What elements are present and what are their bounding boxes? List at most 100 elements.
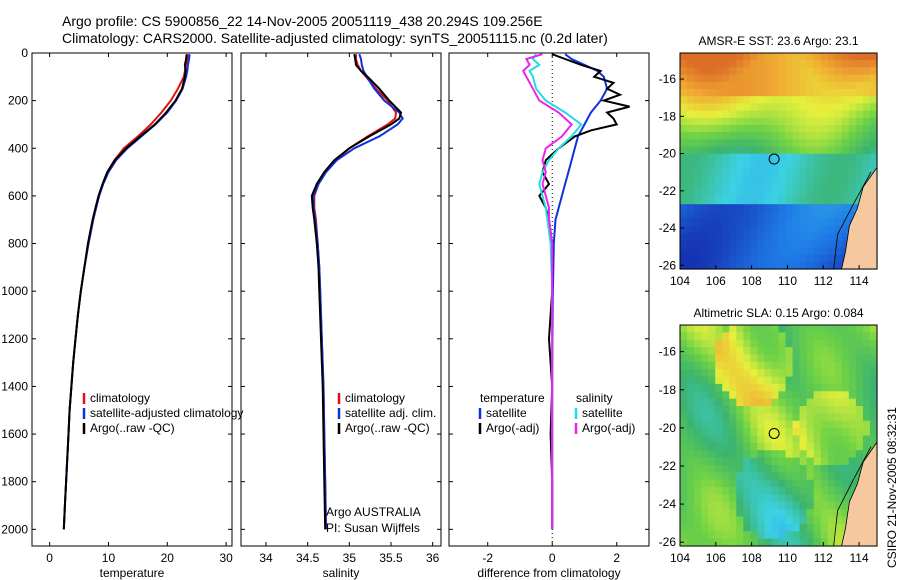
map-cell: [841, 125, 850, 133]
map-cell: [750, 361, 758, 370]
timestamp-label: CSIRO 21-Nov-2005 08:32:31: [885, 407, 899, 568]
map-cell: [680, 117, 688, 126]
map-cell: [708, 347, 716, 356]
map-cell: [806, 347, 815, 356]
map-cell: [799, 413, 808, 422]
map-cell: [736, 60, 744, 68]
map-cell: [841, 391, 850, 400]
map-cell: [722, 53, 730, 61]
map-cell: [708, 494, 716, 503]
map-cell: [743, 531, 751, 540]
map-cell: [694, 531, 702, 540]
map-cell: [806, 538, 815, 547]
map-cell: [736, 487, 744, 496]
map-cell: [827, 538, 836, 547]
map-cell: [778, 218, 787, 227]
map-cell: [813, 383, 822, 392]
map-cell: [680, 96, 688, 104]
map-cell: [785, 240, 794, 248]
map-cell: [750, 53, 758, 61]
map-cell: [736, 376, 744, 385]
map-cell: [722, 464, 730, 473]
map-cell: [834, 211, 843, 220]
map-cell: [729, 428, 737, 437]
map-cell: [827, 420, 836, 429]
map-cell: [764, 406, 773, 414]
y-tick-label: -24: [659, 497, 677, 511]
map-cell: [771, 464, 780, 473]
map-cell: [750, 450, 758, 459]
map-cell: [792, 182, 801, 191]
figure-title-line-2: Climatology: CARS2000. Satellite-adjuste…: [62, 30, 608, 46]
map-cell: [750, 494, 758, 503]
map-cell: [799, 501, 808, 510]
map-cell: [708, 233, 716, 241]
map-cell: [813, 428, 822, 437]
map-cell: [799, 339, 808, 348]
map-cell: [680, 472, 688, 481]
map-cell: [813, 354, 822, 363]
map-cell: [722, 450, 730, 459]
map-cell: [848, 125, 857, 133]
map-cell: [680, 204, 688, 212]
map-cell: [736, 247, 744, 256]
map-cell: [806, 168, 815, 176]
map-cell: [771, 361, 780, 370]
map-cell: [736, 428, 744, 437]
map-cell: [715, 89, 723, 97]
map-cell: [813, 523, 822, 532]
map-cell: [743, 161, 751, 169]
map-cell: [806, 110, 815, 119]
map-cell: [736, 509, 744, 518]
map-cell: [869, 74, 878, 83]
map-cell: [827, 487, 836, 496]
map-cell: [827, 211, 836, 220]
map-cell: [729, 125, 737, 133]
map-cell: [694, 240, 702, 248]
map-cell: [764, 168, 773, 176]
y-tick-label: 1800: [1, 475, 28, 489]
x-axis-label: salinity: [323, 566, 360, 580]
x-tick-label: 114: [850, 274, 869, 288]
map-cell: [792, 218, 801, 227]
map-cell: [778, 261, 787, 270]
map-cell: [687, 472, 695, 481]
map-cell: [757, 117, 766, 126]
map-cell: [764, 420, 773, 429]
map-cell: [743, 383, 751, 392]
map-cell: [827, 428, 836, 437]
map-cell: [827, 89, 836, 97]
map-cell: [806, 74, 815, 83]
map-cell: [834, 53, 843, 61]
x-tick-label: -2: [482, 551, 493, 565]
map-cell: [806, 339, 815, 348]
map-cell: [687, 464, 695, 473]
map-cell: [764, 442, 773, 451]
map-cell: [750, 67, 758, 76]
map-cell: [694, 494, 702, 503]
map-cell: [757, 67, 766, 76]
map-cell: [750, 225, 758, 234]
map-cell: [687, 132, 695, 140]
map-cell: [792, 383, 801, 392]
map-cell: [743, 479, 751, 488]
map-cell: [862, 361, 871, 370]
map-cell: [757, 472, 766, 481]
map-cell: [736, 472, 744, 481]
map-cell: [715, 60, 723, 68]
map-cell: [750, 233, 758, 241]
map-cell: [736, 146, 744, 155]
map-cell: [687, 523, 695, 532]
map-cell: [757, 391, 766, 400]
map-cell: [785, 354, 794, 363]
map-cell: [750, 139, 758, 148]
map-cell: [834, 501, 843, 510]
map-cell: [841, 103, 850, 112]
x-tick-label: 108: [742, 274, 762, 288]
map-cell: [701, 261, 709, 270]
map-cell: [701, 247, 709, 256]
map-cell: [743, 442, 751, 451]
map-cell: [841, 325, 850, 333]
map-cell: [764, 89, 773, 97]
map-cell: [778, 376, 787, 385]
